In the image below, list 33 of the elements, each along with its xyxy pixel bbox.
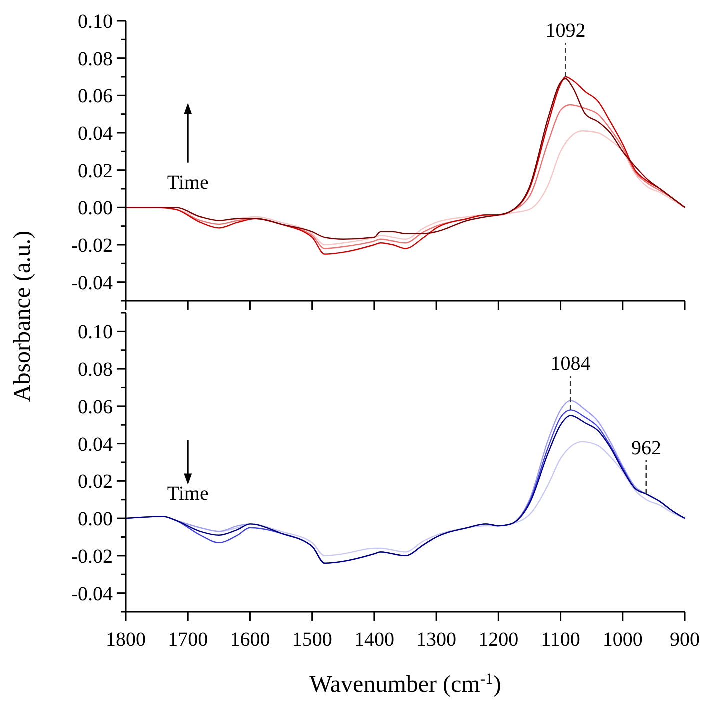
y-axis-title: Absorbance (a.u.) xyxy=(10,230,36,402)
annotation: 1084 xyxy=(550,353,591,376)
annotation: 962 xyxy=(631,437,662,460)
y-tick-label: 0.06 xyxy=(78,86,113,108)
x-tick-label: 1500 xyxy=(292,629,332,651)
y-tick-label: -0.04 xyxy=(71,583,113,606)
y-tick-label: 0.00 xyxy=(78,198,113,220)
x-tick-label: 1100 xyxy=(541,629,580,651)
y-tick-label: 0.04 xyxy=(78,434,113,456)
x-axis-title: Wavenumber (cm$^{-1}$) xyxy=(310,670,502,698)
y-tick-label: 0.06 xyxy=(78,396,113,418)
x-tick-label: 1000 xyxy=(602,629,643,651)
y-tick-label: -0.02 xyxy=(71,235,113,257)
y-tick-label: -0.04 xyxy=(71,272,113,294)
x-tick-label: 1400 xyxy=(354,629,394,651)
x-tick-label: 900 xyxy=(670,629,700,651)
annotation: Time xyxy=(167,482,209,505)
y-tick-label: 0.10 xyxy=(78,11,113,33)
y-tick-label: 0.02 xyxy=(78,160,113,182)
y-tick-label: 0.04 xyxy=(78,123,113,145)
x-tick-label: 1800 xyxy=(106,629,146,651)
y-tick-label: -0.02 xyxy=(71,546,113,568)
x-tick-label: 1700 xyxy=(168,629,208,651)
x-tick-label: 1600 xyxy=(230,629,270,651)
annotation: 1092 xyxy=(546,20,586,42)
y-tick-label: 0.00 xyxy=(78,508,113,531)
annotation: Time xyxy=(167,172,209,194)
x-tick-label: 1200 xyxy=(478,629,519,651)
x-tick-label: 1300 xyxy=(416,629,457,651)
y-tick-label: 0.10 xyxy=(78,322,113,344)
y-tick-label: 0.08 xyxy=(78,48,113,70)
y-tick-label: 0.08 xyxy=(78,359,113,382)
y-tick-label: 0.02 xyxy=(78,471,113,494)
